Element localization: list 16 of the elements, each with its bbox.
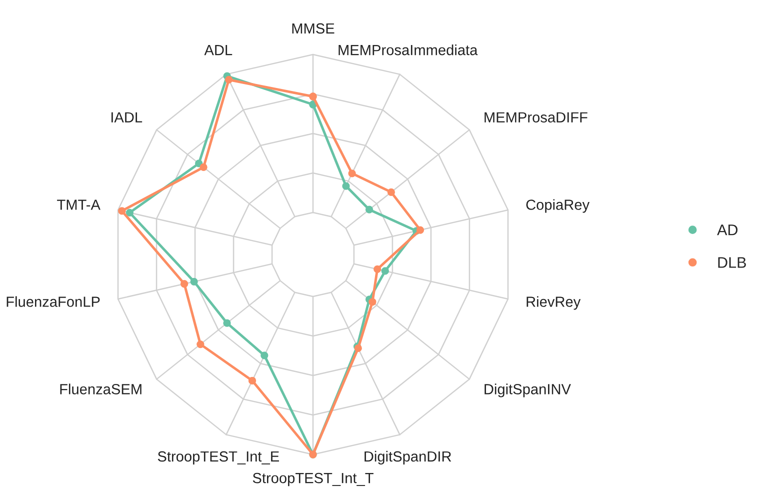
legend-label: DLB [718, 257, 746, 268]
spoke-label: StroopTEST_Int_E [158, 451, 279, 465]
spoke-label: MMSE [292, 23, 334, 34]
spoke-label: RievRey [526, 296, 581, 310]
spoke-label: IADL [111, 112, 142, 122]
spoke-label: StroopTEST_Int_T [252, 472, 374, 486]
spoke-label: DigitSpanDIR [364, 450, 452, 465]
spoke-label: DigitSpanINV [484, 384, 571, 398]
legend-label: AD [717, 224, 738, 236]
spoke-label: FluenzaFonLP [6, 296, 100, 307]
spoke-label: MEMProsaDIFF [484, 112, 588, 122]
spoke-label: CopiaRey [526, 199, 590, 213]
spoke-label: FluenzaSEM [60, 384, 142, 394]
spoke-label: TMT-A [57, 200, 100, 210]
spoke-label: ADL [204, 45, 232, 56]
spoke-label: MEMProsaImmediata [338, 44, 478, 56]
